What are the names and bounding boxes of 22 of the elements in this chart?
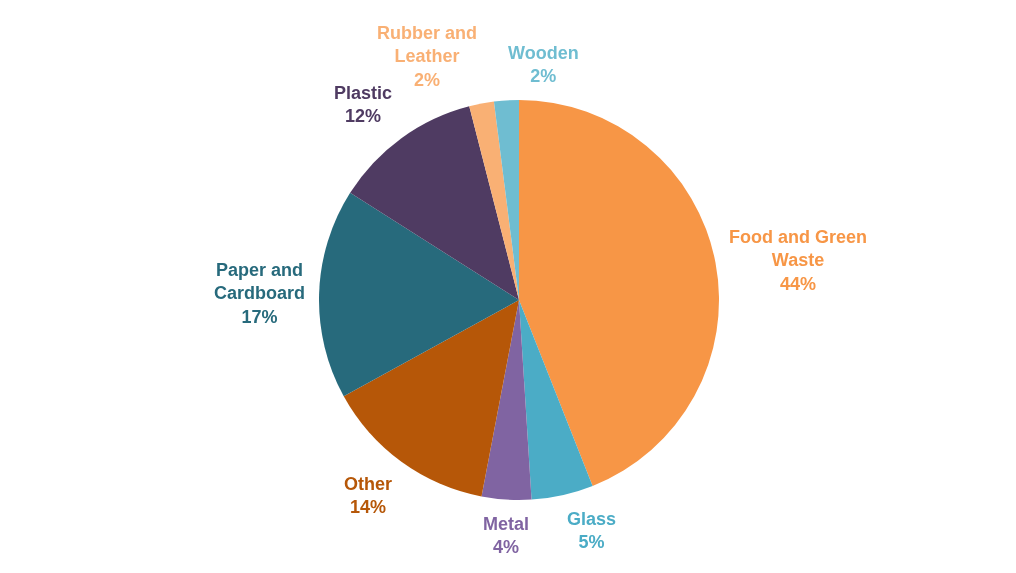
data-label: 44% (779, 273, 817, 294)
slice-label: Paper and Cardboard (214, 260, 306, 304)
pie-slice (319, 192, 519, 397)
slice-label: Rubber and Leather (377, 23, 478, 67)
slice-label: Other (344, 474, 393, 494)
data-label: 2% (530, 66, 557, 87)
pie-slice (343, 300, 519, 497)
data-label: 4% (493, 537, 520, 558)
pie-slice (519, 300, 593, 500)
pie-slice (469, 101, 519, 300)
pie-slice (519, 100, 719, 486)
data-label: 2% (414, 69, 441, 90)
data-label: 14% (349, 497, 387, 518)
data-label: 5% (578, 532, 605, 553)
slice-label: Glass (567, 509, 617, 529)
data-label: 12% (345, 106, 382, 127)
slice-label: Wooden (508, 43, 579, 63)
pie-slice (481, 300, 532, 500)
slice-label: Food and Green Waste (729, 227, 868, 271)
data-label: 17% (241, 306, 278, 327)
slice-label: Plastic (334, 83, 393, 103)
slice-label: Metal (483, 514, 530, 534)
